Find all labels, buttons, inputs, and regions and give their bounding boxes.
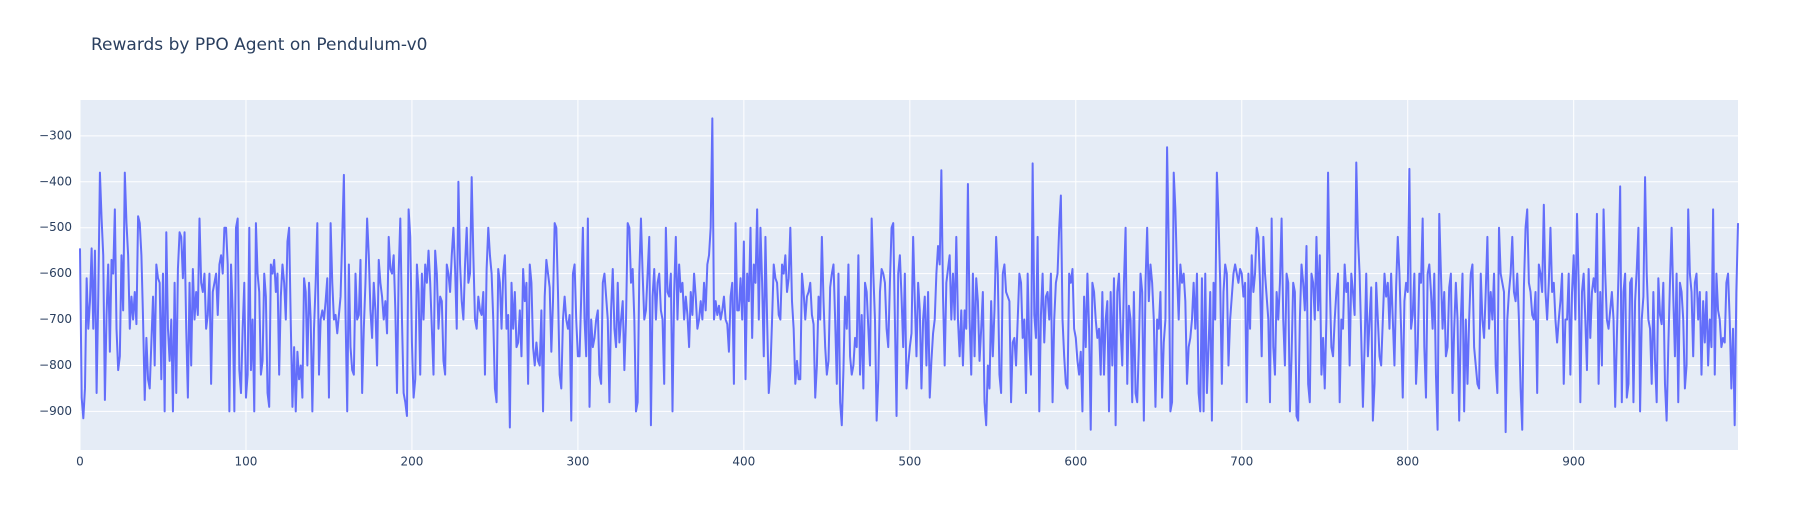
y-tick-label: −600 <box>39 266 72 280</box>
chart-title: Rewards by PPO Agent on Pendulum-v0 <box>91 35 427 55</box>
x-tick-label: 100 <box>235 455 258 469</box>
x-tick-label: 600 <box>1064 455 1087 469</box>
x-tick-label: 0 <box>76 455 84 469</box>
y-tick-label: −700 <box>39 312 72 326</box>
x-tick-label: 200 <box>400 455 423 469</box>
x-tick-label: 800 <box>1396 455 1419 469</box>
y-tick-label: −800 <box>39 358 72 372</box>
x-tick-label: 300 <box>566 455 589 469</box>
y-tick-label: −900 <box>39 404 72 418</box>
y-tick-label: −500 <box>39 220 72 234</box>
x-tick-label: 500 <box>898 455 921 469</box>
line <box>79 117 1739 434</box>
x-tick-label: 400 <box>732 455 755 469</box>
x-tick-label: 700 <box>1230 455 1253 469</box>
y-tick-label: −400 <box>39 174 72 188</box>
x-tick-label: 900 <box>1562 455 1585 469</box>
y-tick-label: −300 <box>39 128 72 142</box>
